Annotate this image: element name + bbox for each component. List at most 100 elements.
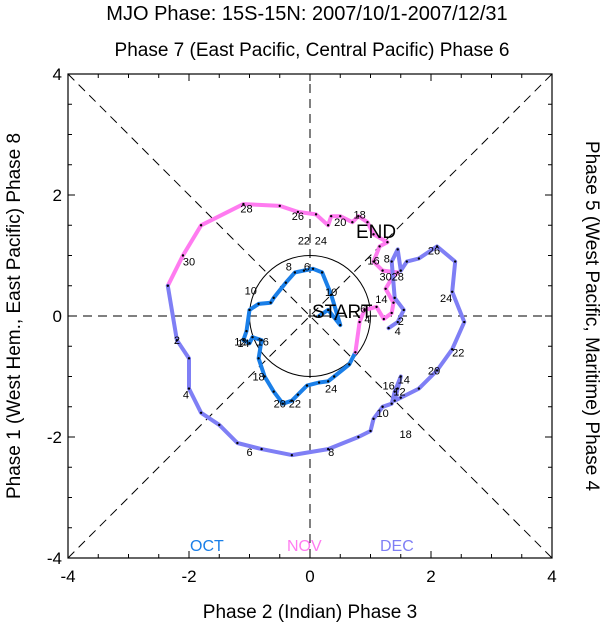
series-point-nov [382,317,386,321]
series-point-oct [293,271,297,274]
series-point-dec [187,357,191,360]
series-point-dec [417,257,421,260]
series-point-dec [381,405,384,408]
series-point-oct [248,342,251,345]
series-point-dec [402,308,405,312]
day-label: 8 [328,447,334,459]
series-point-oct [333,375,336,378]
series-point-nov [372,260,375,263]
series-point-oct [245,329,248,333]
day-label: 18 [399,429,411,441]
series-point-oct [257,302,260,306]
day-label: 10 [245,286,257,298]
y-tick-label: -2 [47,428,62,447]
series-point-dec [199,411,203,414]
series-point-dec [405,260,408,263]
series-point-oct [305,384,309,387]
series-point-dec [435,245,439,248]
series-point-oct [339,323,342,327]
day-label: 4 [183,390,189,402]
series-point-oct [329,293,333,297]
series-point-oct [317,381,321,384]
series-point-oct [326,380,330,383]
series-point-nov [351,221,354,224]
series-point-dec [326,447,330,451]
series-point-nov [386,240,389,244]
series-point-nov [181,254,185,257]
series-point-dec [218,423,221,427]
series-point-dec [399,269,402,272]
day-label: 4 [395,326,401,338]
day-label: 30 [380,272,392,284]
day-label: 20 [334,217,346,229]
day-label: 20 [274,399,286,411]
guide-diagonal-1 [67,73,553,559]
series-point-nov [199,224,203,227]
x-axis-label: Phase 2 (Indian) Phase 3 [203,602,417,623]
day-label: 22 [298,235,310,247]
series-point-nov [384,287,387,290]
series-point-dec [260,447,263,451]
series-point-dec [435,369,439,372]
day-label: 26 [292,211,304,223]
day-label: 8 [286,261,292,273]
series-point-nov [396,271,399,274]
day-label: 16 [383,381,395,393]
end-label: END [356,222,396,243]
series-point-oct [272,296,275,300]
series-point-oct [302,269,306,272]
series-line-dec [165,244,467,458]
series-point-oct [290,399,294,402]
series-point-nov [339,214,342,218]
series-point-nov [363,308,366,312]
series-point-dec [393,390,396,393]
series-point-oct [334,317,337,321]
x-tick-label: -2 [181,567,196,586]
day-label: 6 [360,304,366,316]
day-label: 8 [384,254,390,266]
guide-diagonal-2 [67,73,553,559]
series-point-dec [236,441,239,445]
day-label: 4 [364,314,370,326]
series-point-nov [296,210,300,214]
day-label: 6 [246,447,252,459]
series-point-nov [381,269,384,272]
legend-dec: DEC [380,538,414,555]
series-point-dec [450,290,454,293]
x-tick-label: 2 [426,567,435,586]
series-point-nov [354,351,357,354]
chart-title: MJO Phase: 15S-15N: 2007/10/1-2007/12/31 [106,3,507,25]
series-point-dec [399,375,402,378]
series-point-dec [417,387,421,390]
day-label: 20 [428,365,440,377]
series-point-oct [251,335,254,339]
series-point-nov [372,233,375,236]
series-point-dec [372,417,375,421]
series-line-nov [165,202,400,355]
series-point-oct [311,267,315,271]
series-point-dec [290,453,294,457]
x-tick-label: 4 [547,567,556,586]
day-label: 10 [376,408,388,420]
series-point-dec [393,296,396,300]
day-label: 22 [452,347,464,359]
series-point-dec [450,348,454,351]
series-point-dec [166,284,170,287]
series-point-oct [317,314,321,318]
series-point-oct [348,363,351,366]
series-point-oct [296,393,300,396]
series-point-dec [396,320,399,324]
series-point-nov [326,224,330,227]
day-label: 30 [183,257,195,269]
series-point-dec [393,399,396,402]
day-label: 16 [257,336,269,348]
series-point-nov [392,301,395,304]
series-point-dec [357,435,360,439]
legend-oct: OCT [190,538,224,555]
phase-guides [67,73,553,559]
y-tick-label: -4 [47,549,62,568]
series-point-dec [396,248,399,251]
day-label: 6 [304,261,310,273]
